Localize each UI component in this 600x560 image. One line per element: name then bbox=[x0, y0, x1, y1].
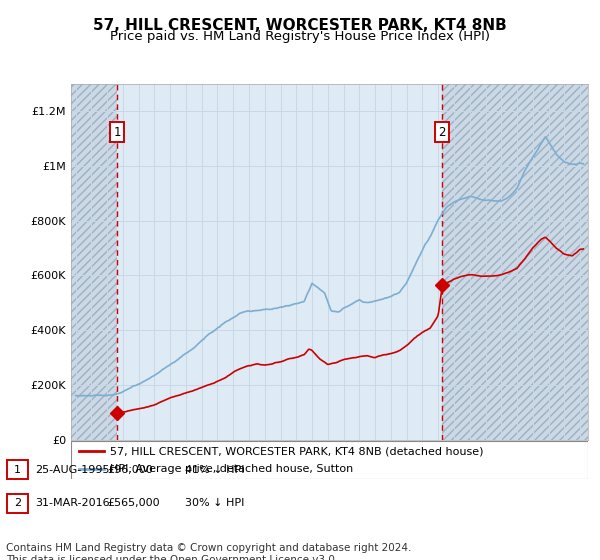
Text: 41% ↓ HPI: 41% ↓ HPI bbox=[185, 465, 244, 475]
Text: 57, HILL CRESCENT, WORCESTER PARK, KT4 8NB: 57, HILL CRESCENT, WORCESTER PARK, KT4 8… bbox=[93, 18, 507, 33]
Text: 31-MAR-2016: 31-MAR-2016 bbox=[35, 498, 109, 508]
Text: 25-AUG-1995: 25-AUG-1995 bbox=[35, 465, 109, 475]
Text: £565,000: £565,000 bbox=[107, 498, 160, 508]
Text: 1: 1 bbox=[113, 125, 121, 138]
Text: Price paid vs. HM Land Registry's House Price Index (HPI): Price paid vs. HM Land Registry's House … bbox=[110, 30, 490, 43]
Text: 2: 2 bbox=[439, 125, 446, 138]
Text: 57, HILL CRESCENT, WORCESTER PARK, KT4 8NB (detached house): 57, HILL CRESCENT, WORCESTER PARK, KT4 8… bbox=[110, 446, 483, 456]
Text: Contains HM Land Registry data © Crown copyright and database right 2024.
This d: Contains HM Land Registry data © Crown c… bbox=[6, 543, 412, 560]
Text: 30% ↓ HPI: 30% ↓ HPI bbox=[185, 498, 244, 508]
Text: 2: 2 bbox=[14, 498, 21, 508]
Text: 1: 1 bbox=[14, 465, 21, 475]
Bar bbox=[71, 84, 118, 440]
Bar bbox=[442, 84, 588, 440]
Text: HPI: Average price, detached house, Sutton: HPI: Average price, detached house, Sutt… bbox=[110, 464, 353, 474]
Text: £96,000: £96,000 bbox=[107, 465, 152, 475]
